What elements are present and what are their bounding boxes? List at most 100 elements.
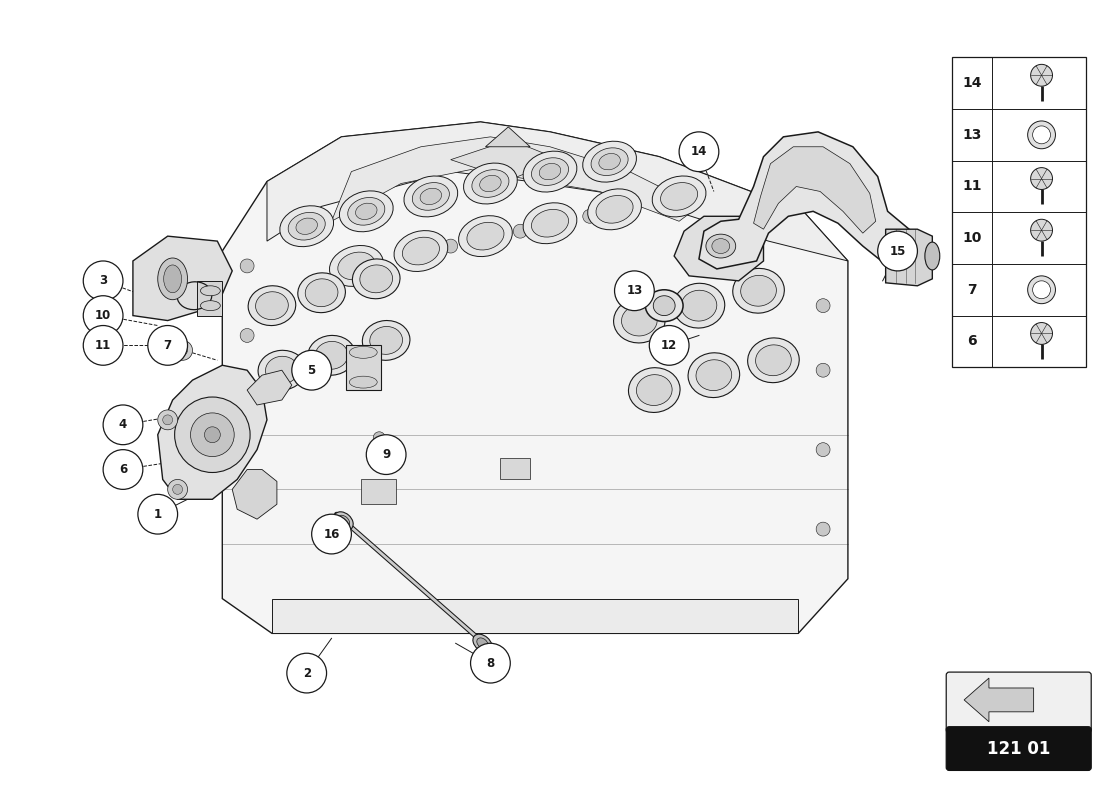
Ellipse shape	[596, 195, 634, 223]
FancyBboxPatch shape	[946, 672, 1091, 733]
Circle shape	[177, 346, 187, 355]
Ellipse shape	[265, 356, 298, 384]
Ellipse shape	[420, 188, 441, 205]
Text: 121 01: 121 01	[987, 739, 1050, 758]
Polygon shape	[674, 216, 763, 281]
Ellipse shape	[637, 374, 672, 406]
Text: 13: 13	[626, 284, 642, 298]
Ellipse shape	[463, 163, 517, 204]
Ellipse shape	[925, 242, 939, 270]
Circle shape	[147, 326, 187, 366]
Circle shape	[615, 271, 654, 310]
Ellipse shape	[466, 222, 504, 250]
Circle shape	[84, 326, 123, 366]
Ellipse shape	[524, 202, 576, 244]
Ellipse shape	[756, 345, 791, 376]
Text: 9: 9	[382, 448, 390, 461]
Ellipse shape	[531, 158, 569, 186]
Polygon shape	[232, 470, 277, 519]
Ellipse shape	[157, 258, 187, 300]
Circle shape	[1027, 276, 1056, 304]
Ellipse shape	[308, 335, 355, 375]
Ellipse shape	[258, 350, 306, 390]
Ellipse shape	[646, 290, 683, 322]
Text: 11: 11	[962, 179, 982, 194]
Circle shape	[311, 514, 351, 554]
Polygon shape	[886, 229, 933, 286]
Circle shape	[816, 522, 831, 536]
Circle shape	[157, 410, 177, 430]
Text: 15: 15	[890, 245, 905, 258]
Circle shape	[649, 326, 689, 366]
Polygon shape	[248, 370, 292, 405]
Text: 10: 10	[95, 309, 111, 322]
Text: 7: 7	[164, 339, 172, 352]
Ellipse shape	[355, 203, 377, 219]
Circle shape	[84, 296, 123, 335]
FancyBboxPatch shape	[946, 726, 1091, 770]
Ellipse shape	[200, 286, 220, 296]
Circle shape	[84, 261, 123, 301]
Ellipse shape	[403, 238, 440, 265]
Polygon shape	[485, 127, 530, 146]
Polygon shape	[133, 236, 232, 321]
Ellipse shape	[340, 191, 393, 232]
Text: europes: europes	[265, 321, 637, 519]
Ellipse shape	[712, 238, 729, 254]
Ellipse shape	[362, 321, 410, 360]
Ellipse shape	[480, 175, 502, 192]
Ellipse shape	[473, 634, 492, 653]
Circle shape	[190, 413, 234, 457]
Circle shape	[292, 350, 331, 390]
Text: 10: 10	[962, 231, 981, 245]
Ellipse shape	[689, 353, 739, 398]
Circle shape	[1033, 126, 1050, 144]
Circle shape	[240, 259, 254, 273]
Bar	[500, 458, 530, 479]
Ellipse shape	[164, 265, 182, 293]
Circle shape	[175, 397, 250, 473]
Polygon shape	[451, 140, 560, 179]
Ellipse shape	[352, 259, 400, 298]
Polygon shape	[698, 132, 917, 281]
Text: 1: 1	[154, 508, 162, 521]
Circle shape	[1027, 121, 1056, 149]
Ellipse shape	[305, 279, 338, 306]
Circle shape	[167, 479, 187, 499]
Ellipse shape	[333, 512, 353, 530]
Ellipse shape	[696, 360, 732, 390]
Circle shape	[173, 485, 183, 494]
Ellipse shape	[472, 170, 509, 198]
Ellipse shape	[279, 206, 333, 246]
Circle shape	[205, 427, 220, 442]
Circle shape	[138, 494, 177, 534]
Ellipse shape	[740, 275, 777, 306]
Circle shape	[443, 239, 458, 253]
Ellipse shape	[591, 148, 628, 175]
Text: 14: 14	[691, 146, 707, 158]
Ellipse shape	[298, 273, 345, 313]
Ellipse shape	[583, 142, 637, 182]
Ellipse shape	[288, 212, 326, 240]
Ellipse shape	[524, 151, 576, 192]
Text: 6: 6	[967, 334, 977, 349]
Polygon shape	[198, 281, 222, 315]
Ellipse shape	[316, 342, 348, 370]
Polygon shape	[272, 598, 799, 634]
Ellipse shape	[587, 189, 641, 230]
Text: 14: 14	[962, 76, 982, 90]
Polygon shape	[157, 366, 267, 499]
Circle shape	[163, 415, 173, 425]
Circle shape	[103, 405, 143, 445]
Ellipse shape	[200, 301, 220, 310]
Ellipse shape	[350, 376, 377, 388]
Text: 7: 7	[967, 282, 977, 297]
Polygon shape	[267, 122, 848, 261]
Circle shape	[816, 363, 831, 377]
Text: 2: 2	[302, 666, 311, 679]
Circle shape	[816, 442, 831, 457]
Ellipse shape	[598, 154, 620, 170]
Circle shape	[1031, 168, 1053, 190]
Text: 3: 3	[99, 274, 107, 287]
Polygon shape	[346, 346, 382, 390]
